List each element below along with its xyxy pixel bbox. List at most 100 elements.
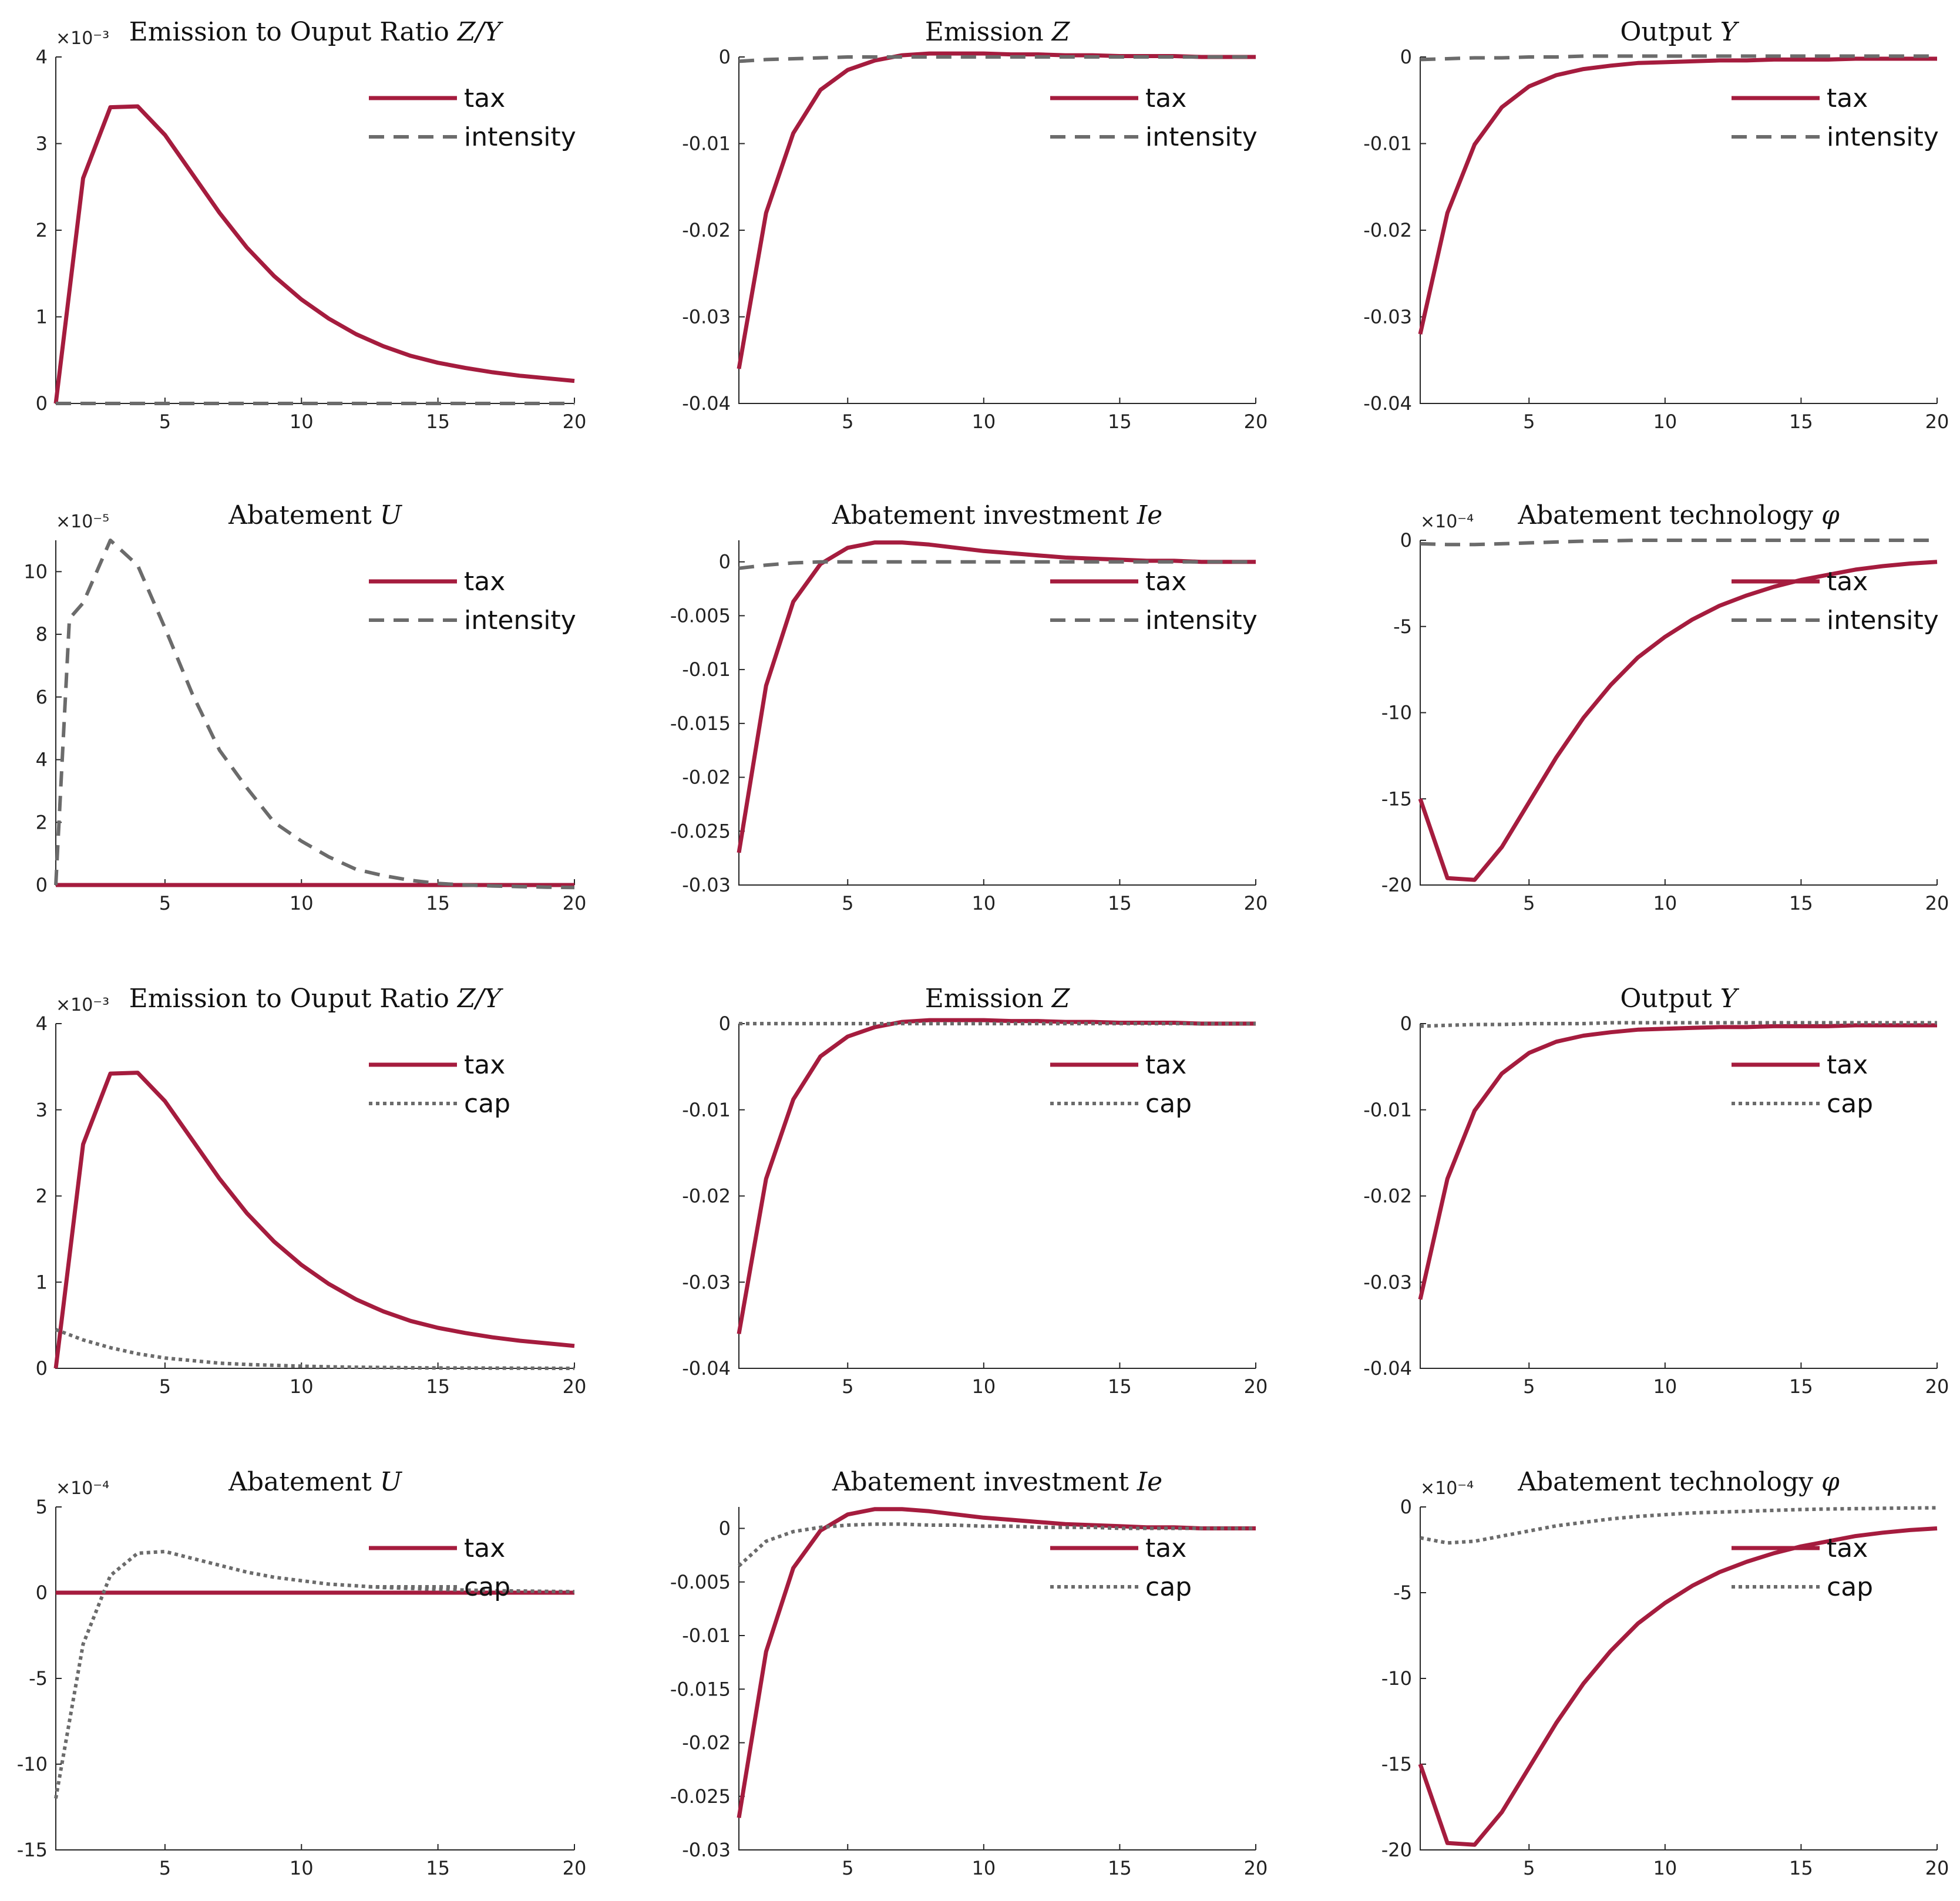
y-tick-label: -0.02	[682, 1732, 731, 1754]
y-exponent-label: ×10⁻⁵	[56, 512, 109, 532]
legend-label-intensity: intensity	[1145, 122, 1258, 152]
y-tick-label: 2	[36, 219, 48, 241]
y-tick-label: -0.02	[682, 219, 731, 241]
panel-12: 5 10 15 20 0 -5 -10 -15 -20 ×10⁻⁴ Abatement techno…	[1381, 1467, 1949, 1879]
y-tick-label: -10	[1381, 702, 1412, 724]
y-tick-label: -0.015	[670, 712, 731, 735]
x-tick-label: 5	[159, 1857, 171, 1879]
series-line-cap	[55, 1328, 575, 1370]
y-tick-label: 0	[719, 551, 731, 573]
legend-label-tax: tax	[464, 83, 505, 113]
x-tick-label: 20	[1925, 1857, 1949, 1879]
legend-label-cap: cap	[1827, 1089, 1873, 1119]
x-tick-label: 20	[563, 1375, 587, 1398]
y-tick-label: 5	[36, 1496, 48, 1518]
x-tick-label: 5	[1523, 1857, 1535, 1879]
series-line-tax	[1418, 1023, 1937, 1300]
x-tick-label: 5	[159, 411, 171, 433]
x-tick-label: 15	[1789, 411, 1813, 433]
panel-title-text: Abatement technology	[1517, 1467, 1821, 1497]
series-line-tax	[1418, 56, 1937, 335]
y-tick-label: -15	[17, 1839, 48, 1861]
x-tick-label: 10	[1653, 1375, 1677, 1398]
series-line-tax	[1418, 1526, 1938, 1847]
y-tick-label: -0.03	[682, 1271, 731, 1293]
x-tick-label: 20	[1925, 892, 1949, 914]
panel-title-var: φ	[1821, 500, 1840, 530]
y-tick-label: -0.03	[1363, 306, 1412, 328]
legend-label-cap: cap	[1145, 1572, 1192, 1602]
y-tick-label: 3	[36, 1099, 48, 1121]
series-line-intensity	[738, 560, 1256, 570]
panel-title-var: U	[380, 1467, 403, 1497]
panel-title-var: Ie	[1137, 1467, 1162, 1497]
panel-title: Abatement technology φ	[1517, 1467, 1840, 1497]
series-line-tax	[53, 104, 575, 404]
legend-label-intensity: intensity	[1145, 605, 1258, 635]
y-tick-label: -0.03	[682, 306, 731, 328]
x-tick-label: 10	[1653, 411, 1677, 433]
panel-title-text: Emission	[925, 17, 1052, 47]
panel-title: Output Y	[1620, 17, 1739, 47]
y-tick-label: -0.01	[682, 133, 731, 155]
legend-label-tax: tax	[1145, 83, 1186, 113]
x-tick-label: 20	[1925, 1375, 1949, 1398]
panel-title-var: Z	[1051, 17, 1071, 47]
x-tick-label: 20	[1244, 1857, 1268, 1879]
y-tick-label: -0.02	[1363, 1185, 1412, 1207]
y-tick-label: -0.025	[670, 1785, 731, 1808]
y-tick-label: -0.005	[670, 604, 731, 627]
x-tick-label: 15	[426, 411, 450, 433]
x-tick-label: 15	[426, 1857, 450, 1879]
panel-title-text: Abatement investment	[832, 500, 1137, 530]
x-tick-label: 20	[1244, 892, 1268, 914]
x-tick-label: 5	[1523, 892, 1535, 914]
panel-title: Emission Z	[925, 984, 1071, 1014]
x-tick-label: 10	[971, 1375, 996, 1398]
y-tick-label: 0	[1400, 1496, 1412, 1518]
legend-label-cap: cap	[1827, 1572, 1873, 1602]
y-tick-label: -0.02	[1363, 219, 1412, 241]
panel-title-var: U	[380, 500, 403, 530]
x-tick-label: 5	[159, 892, 171, 914]
legend-label-tax: tax	[1827, 567, 1868, 597]
y-tick-label: 0	[719, 46, 731, 68]
y-tick-label: 2	[36, 811, 48, 833]
panel-7: 5 10 15 20 0 1 2 3 4 ×10⁻³ Emission to Ouput Ratio…	[36, 984, 587, 1398]
x-tick-label: 15	[1789, 892, 1813, 914]
y-exponent-label: ×10⁻⁴	[56, 1478, 109, 1499]
panel-1: 5 10 15 20 0 1 2 3 4 ×10⁻³ Emission to Ouput Ratio…	[36, 17, 587, 433]
panel-title-text: Output	[1620, 984, 1720, 1014]
y-tick-label: 4	[36, 1012, 48, 1035]
x-tick-label: 15	[1789, 1375, 1813, 1398]
panel-title-text: Emission to Ouput Ratio	[129, 17, 458, 47]
y-exponent-label: ×10⁻³	[56, 995, 109, 1015]
x-tick-label: 5	[1523, 411, 1535, 433]
y-tick-label: -0.01	[682, 1624, 731, 1647]
y-tick-label: -10	[17, 1753, 48, 1775]
y-tick-label: -0.04	[682, 392, 731, 415]
panel-title-text: Abatement	[228, 1467, 380, 1497]
panel-title: Abatement investment Ie	[832, 500, 1162, 530]
x-tick-label: 10	[1653, 1857, 1677, 1879]
series-line-intensity	[54, 539, 575, 890]
panel-11: 5 10 15 20 0 -0.005 -0.01 -0.015 -0.02 -0.025 -0.0…	[670, 1467, 1268, 1879]
x-tick-label: 5	[842, 1857, 853, 1879]
y-tick-label: -0.04	[1363, 392, 1412, 415]
y-tick-label: -15	[1381, 1753, 1412, 1775]
panel-title-var: Ie	[1137, 500, 1162, 530]
panel-title-text: Abatement	[228, 500, 380, 530]
x-tick-label: 20	[1244, 411, 1268, 433]
legend-label-tax: tax	[464, 1050, 505, 1080]
panel-title-var: Z	[1051, 984, 1071, 1014]
series-line-cap	[54, 1549, 575, 1799]
series-line-intensity	[1420, 539, 1937, 547]
y-tick-label: -0.015	[670, 1678, 731, 1700]
y-tick-label: 0	[1400, 46, 1412, 68]
x-tick-label: 20	[563, 1857, 587, 1879]
y-tick-label: -0.04	[682, 1357, 731, 1380]
series-line-intensity	[1420, 54, 1937, 62]
